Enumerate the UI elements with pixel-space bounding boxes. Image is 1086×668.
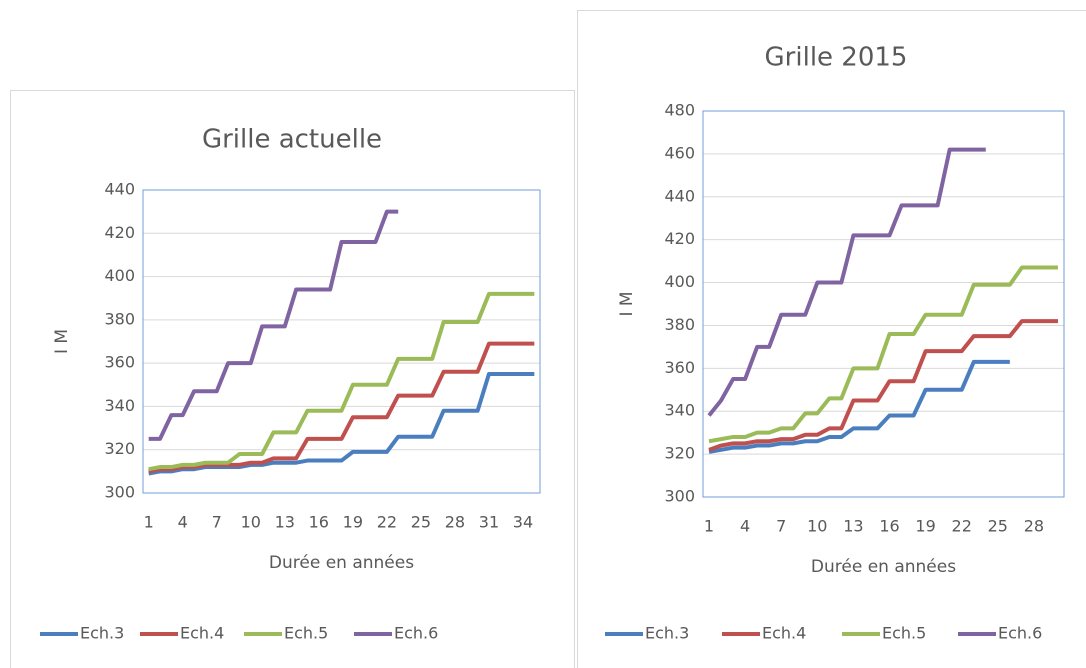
- chart-title: Grille actuelle: [202, 125, 382, 155]
- y-tick-label: 380: [664, 315, 695, 334]
- legend-label: Ech.4: [180, 624, 224, 643]
- y-tick-label: 300: [104, 483, 135, 502]
- x-tick-label: 19: [915, 517, 935, 536]
- x-tick-label: 28: [445, 513, 465, 532]
- series-line: [148, 341, 535, 474]
- y-tick-label: 340: [104, 396, 135, 415]
- y-axis-title: I M: [52, 329, 72, 354]
- series-line: [708, 319, 1058, 452]
- series-line: [148, 291, 535, 472]
- y-tick-label: 380: [104, 309, 135, 328]
- chart-frame: [10, 90, 575, 668]
- legend-label: Ech.5: [284, 624, 328, 643]
- x-tick-label: 4: [740, 517, 750, 536]
- series-line: [148, 371, 535, 476]
- y-tick-label: 400: [104, 266, 135, 285]
- x-tick-label: 31: [479, 513, 499, 532]
- y-tick-label: 320: [664, 444, 695, 463]
- x-tick-label: 7: [776, 517, 786, 536]
- x-tick-label: 16: [879, 517, 899, 536]
- legend-label: Ech.4: [762, 624, 806, 643]
- y-tick-label: 480: [664, 101, 695, 120]
- x-axis-title: Durée en années: [269, 553, 414, 573]
- x-tick-label: 16: [309, 513, 329, 532]
- legend-label: Ech.6: [998, 624, 1042, 643]
- chart-title: Grille 2015: [765, 43, 908, 73]
- x-tick-label: 13: [275, 513, 295, 532]
- plot-area: [142, 189, 541, 494]
- x-tick-label: 19: [343, 513, 363, 532]
- x-tick-label: 10: [807, 517, 827, 536]
- y-tick-label: 460: [664, 143, 695, 162]
- y-tick-label: 420: [104, 223, 135, 242]
- x-tick-label: 7: [212, 513, 222, 532]
- x-tick-label: 34: [513, 513, 533, 532]
- x-tick-label: 4: [178, 513, 188, 532]
- x-tick-label: 22: [377, 513, 397, 532]
- y-tick-label: 420: [664, 229, 695, 248]
- legend-label: Ech.6: [394, 624, 438, 643]
- y-tick-label: 320: [104, 439, 135, 458]
- y-tick-label: 300: [664, 487, 695, 506]
- x-tick-label: 13: [843, 517, 863, 536]
- y-tick-label: 440: [664, 186, 695, 205]
- x-tick-label: 1: [144, 513, 154, 532]
- legend-label: Ech.3: [645, 624, 689, 643]
- y-tick-label: 440: [104, 180, 135, 199]
- y-axis-title: I M: [617, 291, 637, 316]
- x-tick-label: 25: [988, 517, 1008, 536]
- series-line: [707, 147, 986, 417]
- y-tick-label: 400: [664, 272, 695, 291]
- legend-label: Ech.5: [882, 624, 926, 643]
- y-tick-label: 360: [104, 353, 135, 372]
- y-tick-label: 360: [664, 358, 695, 377]
- x-axis-title: Durée en années: [811, 557, 956, 577]
- x-tick-label: 25: [411, 513, 431, 532]
- series-line: [148, 209, 399, 441]
- x-tick-label: 1: [704, 517, 714, 536]
- x-tick-label: 22: [952, 517, 972, 536]
- x-tick-label: 28: [1024, 517, 1044, 536]
- x-tick-label: 10: [241, 513, 261, 532]
- series-line: [708, 359, 1010, 454]
- series-line: [708, 265, 1058, 444]
- y-tick-label: 340: [664, 401, 695, 420]
- plot-area: [702, 110, 1065, 498]
- legend-label: Ech.3: [80, 624, 124, 643]
- chart-frame: [577, 10, 1086, 668]
